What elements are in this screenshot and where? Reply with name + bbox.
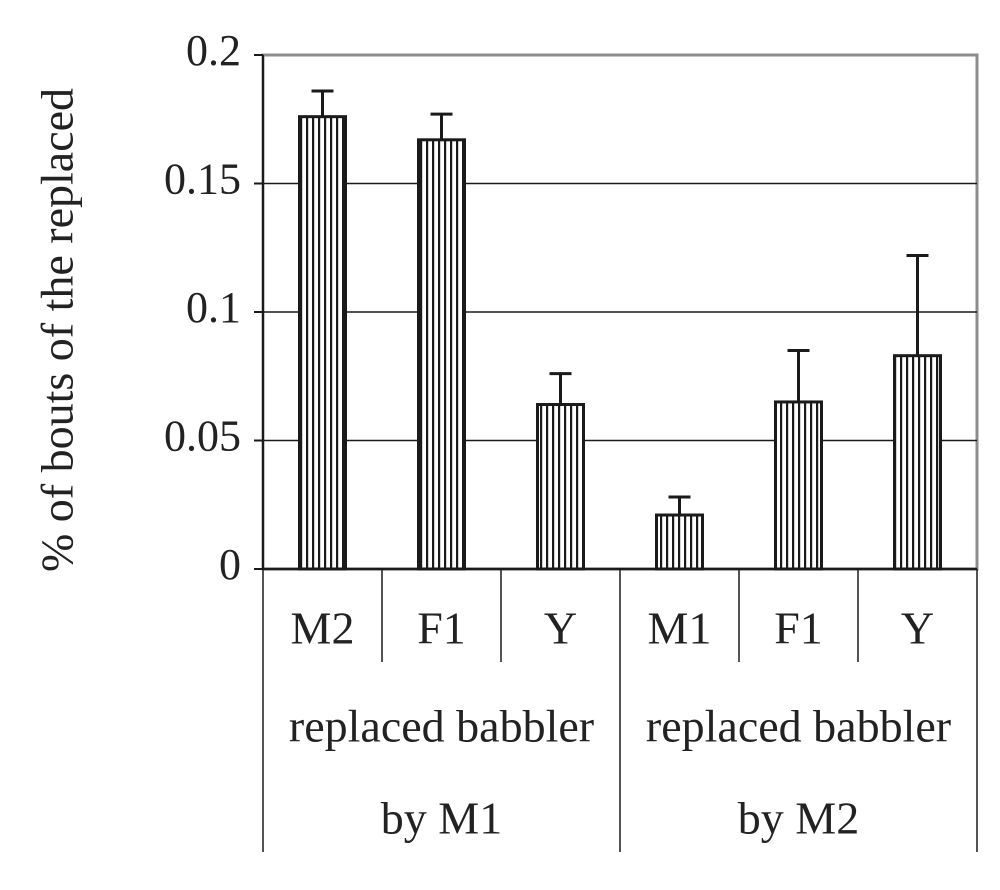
y-tick-label: 0.15 (164, 155, 241, 204)
gridlines (263, 182, 977, 442)
bar-f1-1 (417, 138, 466, 571)
x-category-label: M2 (291, 603, 355, 654)
y-axis-ticks: 0 0.05 0.1 0.15 0.2 (164, 26, 263, 589)
bar-f1-4 (774, 400, 823, 571)
y-tick-label: 0 (219, 540, 241, 589)
bar-m2-0 (298, 115, 347, 571)
x-category-label: Y (544, 603, 577, 654)
x-category-label: F1 (774, 603, 823, 654)
y-tick-label: 0.05 (164, 412, 241, 461)
group-label-line2: by M1 (381, 793, 502, 844)
y-axis-title: % of bouts of the replaced (32, 88, 83, 572)
x-category-label: M1 (648, 603, 712, 654)
y-tick-label: 0.1 (186, 283, 241, 332)
x-category-label: Y (901, 603, 934, 654)
y-tick-label: 0.2 (186, 26, 241, 75)
group-label-line1: replaced babbler (289, 701, 594, 752)
bar-m1-3 (655, 513, 704, 571)
group-label-line2: by M2 (738, 793, 859, 844)
group-label-line1: replaced babbler (646, 701, 951, 752)
x-category-label: F1 (417, 603, 466, 654)
bar-y-5 (893, 354, 942, 571)
bar-y-2 (536, 403, 585, 571)
